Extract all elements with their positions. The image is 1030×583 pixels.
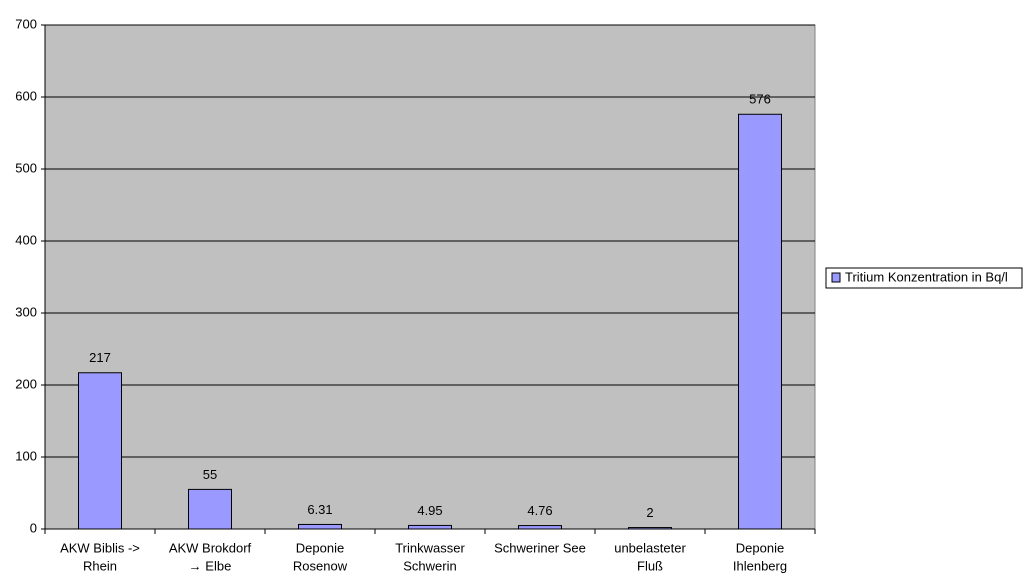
value-label: 217	[89, 350, 111, 365]
x-tick-label: Rhein	[83, 558, 117, 573]
x-tick-label: Deponie	[736, 540, 784, 555]
x-tick-label: AKW Brokdorf	[169, 540, 252, 555]
bar	[628, 527, 672, 530]
bar	[738, 113, 782, 530]
y-tick-label: 700	[15, 16, 37, 31]
y-tick-label: 200	[15, 376, 37, 391]
value-label: 4.95	[417, 503, 442, 518]
value-label: 576	[749, 92, 771, 107]
value-label: 6.31	[307, 502, 332, 517]
x-tick-label: Schweriner See	[494, 540, 586, 555]
legend-box	[825, 267, 1023, 289]
y-tick-label: 500	[15, 160, 37, 175]
y-tick-label: 300	[15, 304, 37, 319]
x-tick-label: Fluß	[637, 558, 663, 573]
value-label: 55	[203, 467, 217, 482]
x-tick-label: Trinkwasser	[395, 540, 465, 555]
y-tick-label: 400	[15, 232, 37, 247]
bar	[408, 524, 452, 530]
bar	[78, 372, 122, 530]
value-label: 2	[646, 505, 653, 520]
y-tick-label: 0	[30, 520, 37, 535]
bar	[298, 523, 342, 530]
x-tick-label: AKW Biblis ->	[60, 540, 140, 555]
x-tick-label: Ihlenberg	[733, 558, 787, 573]
y-tick-label: 100	[15, 448, 37, 463]
legend-label: Tritium Konzentration in Bq/l	[845, 269, 1008, 284]
y-tick-label: 600	[15, 88, 37, 103]
legend-swatch	[831, 272, 841, 283]
bar	[188, 488, 232, 530]
x-tick-label: → Elbe	[189, 558, 232, 573]
value-label: 4.76	[527, 503, 552, 518]
x-tick-label: Deponie	[296, 540, 344, 555]
x-tick-label: unbelasteter	[614, 540, 686, 555]
plot-area	[44, 24, 816, 530]
bar	[518, 525, 562, 530]
x-tick-label: Schwerin	[403, 558, 456, 573]
x-tick-label: Rosenow	[293, 558, 348, 573]
